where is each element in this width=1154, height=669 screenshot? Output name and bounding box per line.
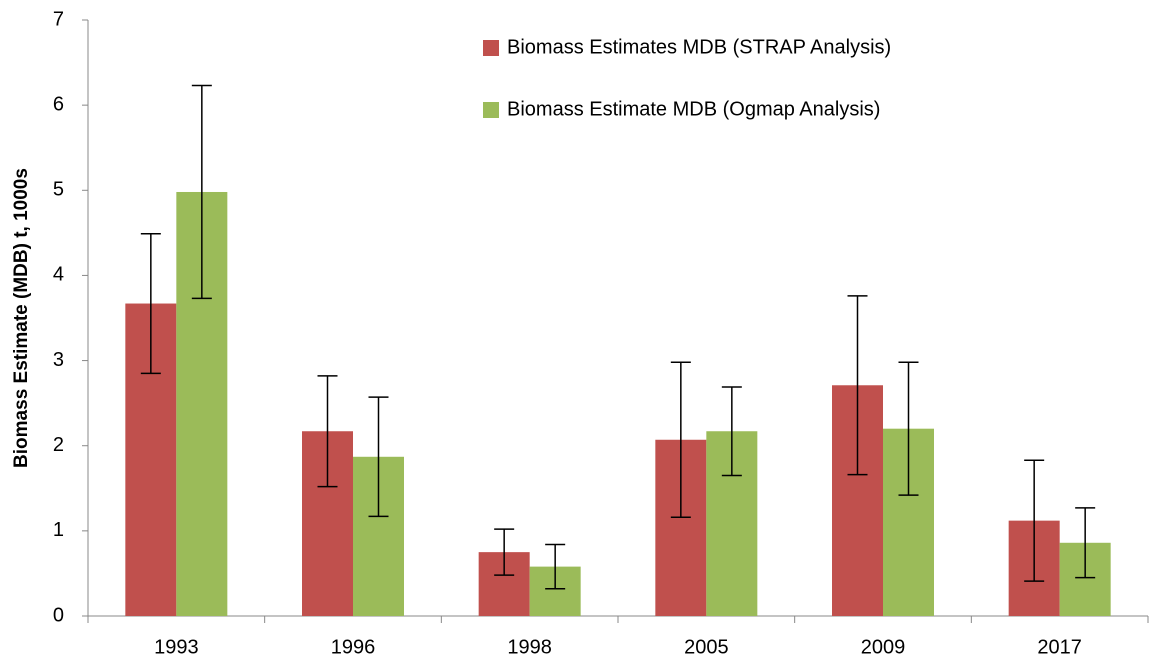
- x-tick-label: 1996: [331, 636, 376, 658]
- y-tick-label: 4: [53, 264, 64, 286]
- y-tick-label: 1: [53, 519, 64, 541]
- y-tick-label: 5: [53, 179, 64, 201]
- x-tick-label: 1998: [507, 636, 552, 658]
- y-tick-label: 7: [53, 8, 64, 30]
- x-tick-label: 2009: [861, 636, 906, 658]
- x-tick-label: 2017: [1037, 636, 1082, 658]
- legend-swatch: [483, 102, 499, 118]
- y-tick-label: 0: [53, 604, 64, 626]
- y-axis-label: Biomass Estimate (MDB) t, 1000s: [11, 168, 32, 468]
- y-tick-label: 2: [53, 434, 64, 456]
- x-tick-label: 1993: [154, 636, 199, 658]
- x-tick-label: 2005: [684, 636, 729, 658]
- legend-swatch: [483, 40, 499, 56]
- y-tick-label: 3: [53, 349, 64, 371]
- legend-label: Biomass Estimate MDB (Ogmap Analysis): [507, 98, 880, 120]
- legend-label: Biomass Estimates MDB (STRAP Analysis): [507, 36, 891, 58]
- y-tick-label: 6: [53, 93, 64, 115]
